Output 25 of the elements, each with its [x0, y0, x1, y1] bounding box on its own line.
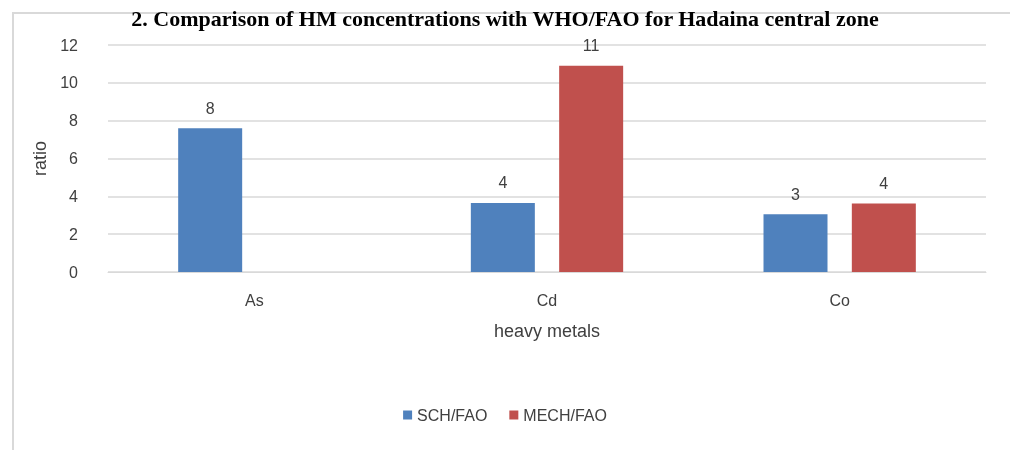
- bar: [851, 203, 916, 272]
- bar: [763, 214, 828, 272]
- y-tick-label: 4: [69, 187, 79, 205]
- x-tick-label: Cd: [536, 291, 558, 309]
- x-axis-title: heavy metals: [493, 321, 601, 341]
- bar: [559, 65, 624, 272]
- bar: [470, 202, 535, 272]
- chart-title: 2. Comparison of HM concentrations with WHO/FAO for Hadaina central zone: [131, 5, 879, 31]
- data-label: 11: [582, 37, 600, 55]
- y-tick-label: 12: [60, 36, 79, 54]
- y-tick-label: 6: [69, 150, 79, 167]
- data-label: 8: [205, 99, 215, 117]
- y-tick-label: 2: [69, 225, 79, 243]
- data-label: 4: [879, 175, 889, 193]
- legend-label: MECH/FAO: [523, 406, 607, 424]
- x-tick-label: As: [245, 291, 264, 309]
- y-tick-label: 0: [69, 263, 79, 281]
- x-tick-label: Co: [829, 291, 850, 309]
- data-label: 4: [498, 174, 508, 192]
- y-tick-label: 10: [60, 74, 79, 92]
- legend-label: SCH/FAO: [417, 406, 488, 424]
- bar: [178, 128, 243, 272]
- y-axis-title: ratio: [30, 140, 51, 177]
- y-tick-label: 8: [69, 112, 79, 130]
- data-label: 3: [791, 185, 801, 203]
